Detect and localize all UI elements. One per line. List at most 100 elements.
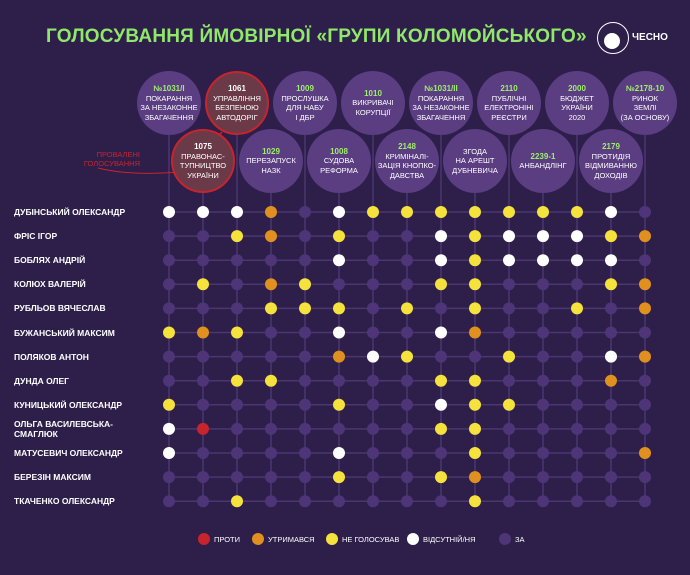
chesno-logo-icon — [597, 22, 629, 54]
vote-dot — [571, 447, 583, 459]
vote-dot — [231, 326, 243, 339]
vote-dot — [469, 471, 481, 484]
vote-dot — [163, 206, 175, 218]
vote-dot — [163, 398, 175, 411]
vote-dot — [299, 495, 311, 508]
bill-number: №2178-10 — [625, 84, 665, 93]
legend-swatch-icon — [326, 533, 338, 545]
vote-dot — [367, 254, 379, 267]
deputy-name: БЕРЕЗІН МАКСИМ — [14, 472, 91, 483]
vote-dot — [639, 230, 651, 243]
vote-dot — [231, 398, 243, 411]
vote-dot — [605, 302, 617, 315]
bill-header: 1008 СУДОВА РЕФОРМА — [307, 129, 371, 193]
failed-votes-label: ПРОВАЛЕНІ ГОЛОСУВАННЯ — [83, 150, 140, 168]
vote-dot — [537, 254, 549, 267]
vote-dot — [537, 374, 549, 387]
vote-dot — [537, 471, 549, 484]
legend-item: ПРОТИ — [198, 533, 240, 545]
vote-dot — [197, 374, 209, 387]
vote-dot — [163, 278, 175, 291]
vote-dot — [639, 447, 651, 459]
bill-number: 1061 — [228, 84, 246, 93]
vote-dot — [639, 350, 651, 363]
vote-dot — [469, 398, 481, 411]
legend-label: ВІДСУТНІЙ/НЯ — [423, 534, 476, 544]
vote-dot — [503, 374, 515, 387]
vote-dot — [469, 495, 481, 508]
vote-dot — [401, 326, 413, 339]
vote-dot — [367, 422, 379, 435]
vote-dot — [367, 326, 379, 339]
vote-dot — [197, 206, 209, 218]
bill-header: 1061 УПРАВЛІННЯ БЕЗПЕНОЮ АВТОДОРІГ — [205, 71, 269, 135]
vote-dot — [197, 278, 209, 291]
deputy-name: ДУНДА ОЛЕГ — [14, 375, 69, 386]
vote-dot — [571, 278, 583, 291]
bill-number: №1031/I — [153, 84, 185, 93]
vote-dot — [469, 302, 481, 315]
vote-dot — [503, 206, 515, 218]
vote-dot — [163, 495, 175, 508]
vote-dot — [469, 374, 481, 387]
bill-number: 2179 — [602, 142, 620, 151]
vote-dot — [299, 326, 311, 339]
deputy-name: ПОЛЯКОВ АНТОН — [14, 351, 89, 362]
vote-dot — [435, 374, 447, 387]
vote-dot — [435, 471, 447, 484]
vote-dot — [367, 447, 379, 459]
legend-item: УТРИМАВСЯ — [252, 533, 315, 545]
vote-dot — [333, 471, 345, 484]
vote-dot — [605, 350, 617, 363]
vote-dot — [571, 422, 583, 435]
vote-dot — [401, 206, 413, 218]
vote-dot — [367, 230, 379, 243]
vote-dot — [435, 278, 447, 291]
vote-dot — [639, 326, 651, 339]
bill-header: 2148 КРИМІНАЛІ- ЗАЦІЯ КНОПКО- ДАВСТВА — [375, 129, 439, 193]
vote-dot — [537, 206, 549, 218]
bill-label: КРИМІНАЛІ- ЗАЦІЯ КНОПКО- ДАВСТВА — [377, 151, 437, 180]
vote-dot — [435, 302, 447, 315]
vote-dot — [605, 230, 617, 243]
vote-dot — [537, 495, 549, 508]
failed-connector-line — [97, 167, 179, 174]
vote-dot — [367, 398, 379, 411]
vote-dot — [639, 254, 651, 267]
vote-dot — [163, 254, 175, 267]
bill-number: 1008 — [330, 146, 348, 156]
vote-dot — [367, 206, 379, 218]
vote-dot — [163, 447, 175, 459]
vote-dot — [469, 326, 481, 339]
legend-label: УТРИМАВСЯ — [268, 534, 315, 544]
vote-dot — [333, 254, 345, 267]
vote-dot — [605, 326, 617, 339]
vote-dot — [163, 471, 175, 484]
vote-dot — [299, 422, 311, 435]
bill-number: 2110 — [500, 84, 518, 93]
vote-dot — [571, 374, 583, 387]
legend-swatch-icon — [198, 533, 210, 545]
vote-dot — [265, 326, 277, 339]
bill-header: 2239-1 АНБАНДЛІНГ — [511, 129, 575, 193]
vote-dot — [469, 278, 481, 291]
vote-dot — [571, 254, 583, 267]
bill-number: 2239-1 — [530, 151, 556, 161]
vote-dot — [265, 278, 277, 291]
vote-dot — [469, 254, 481, 267]
vote-dot — [571, 471, 583, 484]
vote-dot — [299, 350, 311, 363]
vote-dot — [197, 495, 209, 508]
bill-header: №2178-10 РИНОК ЗЕМЛІ (ЗА ОСНОВУ) — [613, 71, 677, 135]
deputy-name: КОЛЮХ ВАЛЕРІЙ — [14, 279, 86, 290]
vote-dot — [333, 302, 345, 315]
vote-dot — [367, 471, 379, 484]
vote-dot — [605, 422, 617, 435]
vote-dot — [231, 422, 243, 435]
vote-dot — [333, 230, 345, 243]
vote-dot — [503, 278, 515, 291]
bill-number: 2148 — [398, 142, 416, 151]
bill-number: 1075 — [194, 142, 212, 151]
vote-dot — [537, 326, 549, 339]
vote-dot — [435, 447, 447, 459]
